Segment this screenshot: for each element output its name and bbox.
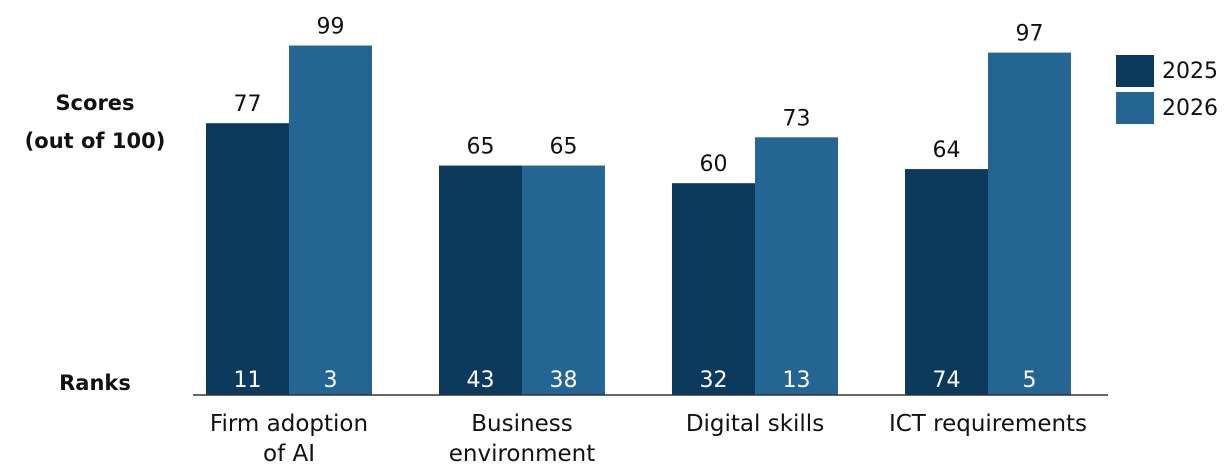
legend-item-2026: 2026 xyxy=(1116,91,1218,125)
scores-label: Scores (out of 100) xyxy=(10,86,180,158)
bar-cat1-2026 xyxy=(289,45,372,395)
rank-label-cat3-2026: 13 xyxy=(783,368,811,393)
value-label-cat1-2026: 99 xyxy=(317,15,345,40)
value-label-cat3-2026: 73 xyxy=(783,106,811,131)
legend-swatch-2026 xyxy=(1116,92,1154,124)
value-label-cat2-2025: 65 xyxy=(467,135,495,160)
bar-cat2-2025 xyxy=(439,165,522,395)
bar-cat2-2026 xyxy=(522,165,605,395)
value-label-cat2-2026: 65 xyxy=(550,135,578,160)
rank-label-cat3-2025: 32 xyxy=(700,368,728,393)
scores-label-line1: Scores xyxy=(55,91,135,115)
category-label-4: ICT requirements xyxy=(889,411,1087,437)
legend-swatch-2025 xyxy=(1116,55,1154,87)
category-label-1-line2: of AI xyxy=(263,441,315,466)
bar-cat4-2025 xyxy=(905,169,988,395)
value-label-cat4-2025: 64 xyxy=(933,138,961,163)
rank-label-cat1-2025: 11 xyxy=(234,368,262,393)
bar-cat1-2025 xyxy=(206,123,289,395)
category-label-1-line1: Firm adoption xyxy=(210,411,368,437)
rank-label-cat1-2026: 3 xyxy=(324,368,338,393)
value-label-cat4-2026: 97 xyxy=(1016,22,1044,47)
bar-cat3-2026 xyxy=(755,137,838,395)
bar-cat3-2025 xyxy=(672,183,755,395)
legend-label-2025: 2025 xyxy=(1162,58,1218,84)
value-label-cat3-2025: 60 xyxy=(700,152,728,177)
legend-label-2026: 2026 xyxy=(1162,95,1218,121)
rank-label-cat2-2026: 38 xyxy=(550,368,578,393)
rank-label-cat4-2025: 74 xyxy=(933,368,961,393)
rank-label-cat2-2025: 43 xyxy=(467,368,495,393)
category-label-3: Digital skills xyxy=(686,411,824,437)
category-label-2-line1: Business xyxy=(471,411,572,437)
value-label-cat1-2025: 77 xyxy=(234,92,262,117)
chart-legend: 2025 2026 xyxy=(1116,54,1218,128)
legend-item-2025: 2025 xyxy=(1116,54,1218,88)
bar-cat4-2026 xyxy=(988,52,1071,396)
ranks-label: Ranks xyxy=(59,371,131,395)
scores-label-line2: (out of 100) xyxy=(24,129,166,153)
rank-label-cat4-2026: 5 xyxy=(1023,368,1037,393)
category-label-2-line2: environment xyxy=(449,441,595,466)
